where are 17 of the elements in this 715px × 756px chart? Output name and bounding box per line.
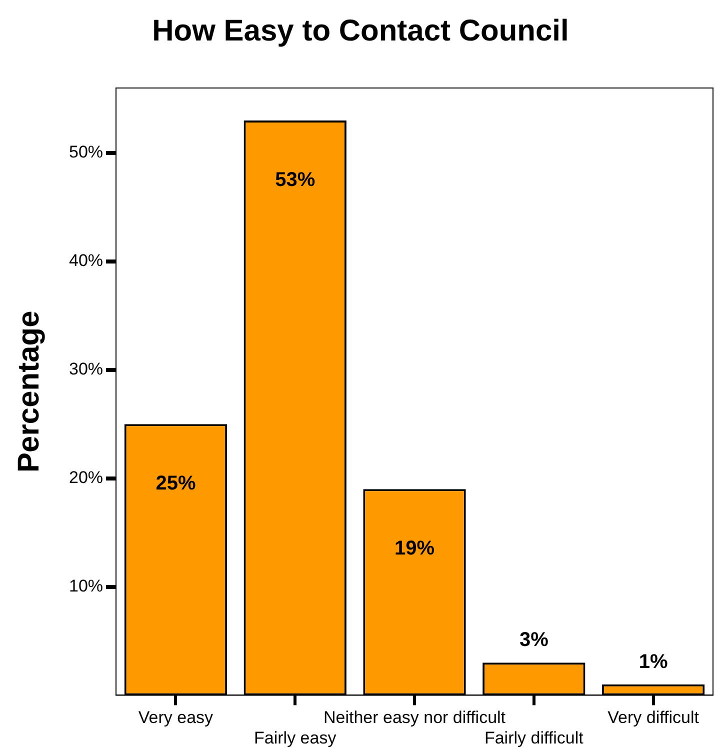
data-label: 53% (275, 169, 316, 192)
x-tick-label: Neither easy nor difficult (323, 708, 506, 728)
x-tick-label: Very difficult (608, 708, 700, 728)
chart-title: How Easy to Contact Council (152, 14, 569, 48)
y-axis-title: Percentage (12, 310, 46, 472)
y-tick-label: 30% (68, 360, 104, 379)
y-tick-label: 40% (68, 251, 104, 270)
data-label: 25% (156, 472, 196, 495)
data-label: 3% (519, 629, 549, 652)
x-tick-label: Very easy (138, 708, 214, 728)
y-tick-label: 20% (68, 468, 104, 488)
x-tick-label: Fairly easy (254, 728, 337, 748)
data-label: 19% (394, 538, 435, 560)
y-tick-label: 10% (68, 576, 104, 596)
data-label: 1% (638, 650, 668, 673)
x-tick-label: Fairly difficult (484, 728, 584, 748)
y-tick-label: 50% (68, 142, 104, 162)
